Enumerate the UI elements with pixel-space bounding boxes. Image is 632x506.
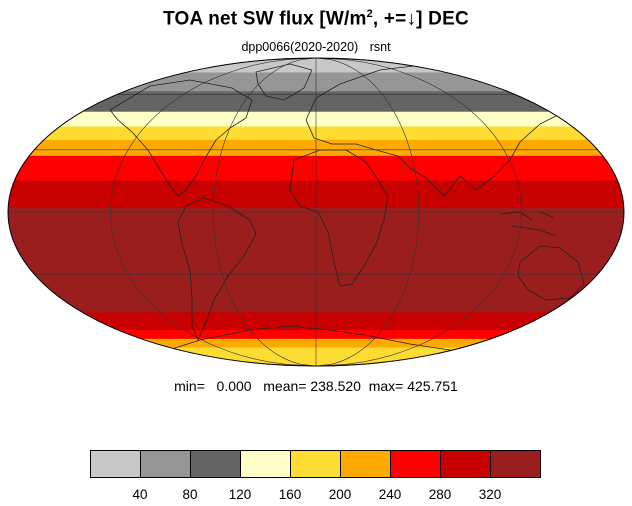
meridian-line <box>212 58 317 366</box>
colorbar-tick-label: 280 <box>428 487 452 502</box>
variable-label: rsnt <box>369 40 391 54</box>
south-america-outline <box>177 197 257 341</box>
plot-title: TOA net SW flux [W/m2, +=↓] DEC <box>163 8 469 30</box>
africa-outline <box>289 149 389 287</box>
colorbar-box <box>290 450 341 478</box>
colorbar-box <box>390 450 441 478</box>
map-border <box>7 57 625 367</box>
greenland-outline <box>255 63 313 101</box>
colorbar-box <box>240 450 291 478</box>
colorbar-tick-label: 240 <box>378 487 402 502</box>
colorbar <box>90 450 541 478</box>
meridian-line <box>315 58 522 366</box>
plot-subtitle: dpp0066(2020-2020) rsnt <box>0 40 632 54</box>
north-america-outline <box>109 79 253 197</box>
colorbar-box <box>190 450 241 478</box>
antarctica-outline <box>149 325 481 361</box>
colorbar-box <box>90 450 141 478</box>
continent-outlines <box>109 63 585 361</box>
colorbar-tick-label: 200 <box>328 487 352 502</box>
colorbar-box <box>140 450 191 478</box>
colorbar-tick-label: 80 <box>182 487 198 502</box>
colorbar-box <box>490 450 541 478</box>
colorbar-tick-label: 120 <box>228 487 252 502</box>
colorbar-tick-label: 40 <box>132 487 148 502</box>
colorbar-box <box>340 450 391 478</box>
colorbar-tick-label: 320 <box>478 487 502 502</box>
colorbar-box <box>440 450 491 478</box>
meridian-line <box>315 58 420 366</box>
meridian-line <box>110 58 317 366</box>
australia-outline <box>517 245 585 301</box>
colorbar-tick-label: 160 <box>278 487 302 502</box>
field-statistics: min= 0.000 mean= 238.520 max= 425.751 <box>174 378 458 394</box>
run-label: dpp0066(2020-2020) <box>241 40 359 54</box>
